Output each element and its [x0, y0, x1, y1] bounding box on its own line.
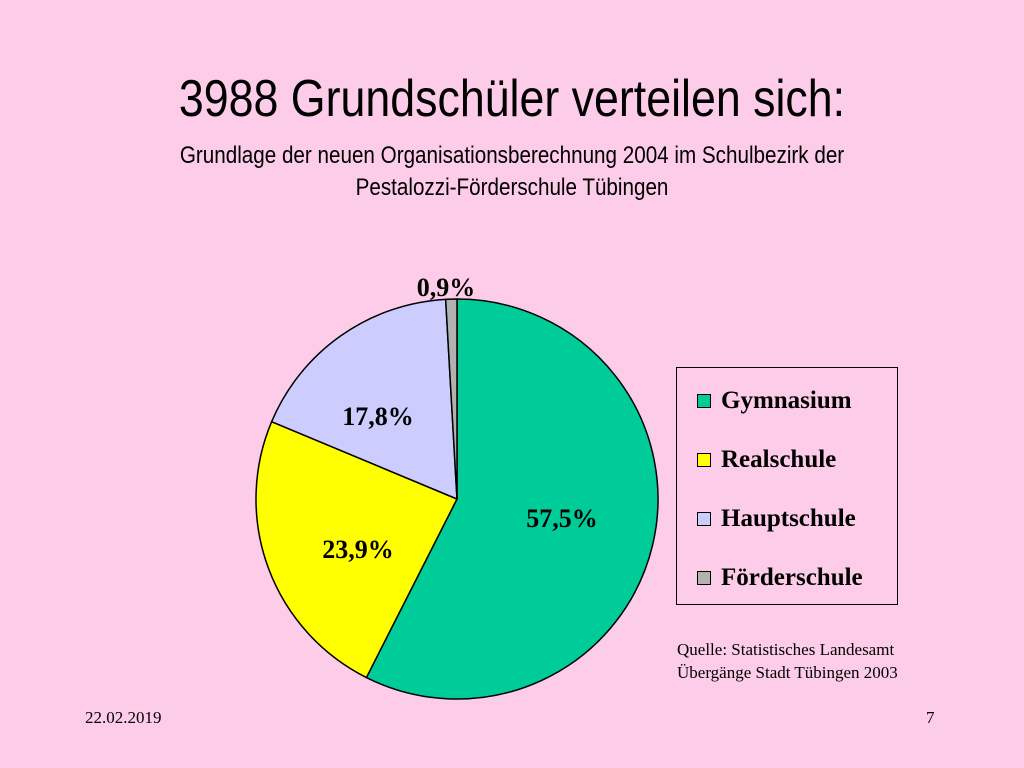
- subtitle-line-2: Pestalozzi-Förderschule Tübingen: [355, 174, 669, 201]
- slide-title: 3988 Grundschüler verteilen sich:: [178, 70, 846, 128]
- slide-subtitle: Grundlage der neuen Organisationsberechn…: [72, 140, 953, 204]
- pie-labels: 57,5% 23,9% 17,8% 0,9%: [322, 273, 598, 564]
- pie-label-foerderschule: 0,9%: [417, 273, 476, 302]
- legend-item-foerderschule: Förderschule: [697, 563, 863, 593]
- legend-item-realschule: Realschule: [697, 445, 836, 475]
- pie-slice-realschule: [255, 420, 458, 679]
- legend-item-gymnasium: Gymnasium: [697, 386, 852, 416]
- source-note: Quelle: Statistisches Landesamt Übergäng…: [677, 638, 898, 684]
- legend-label-hauptschule: Hauptschule: [721, 505, 856, 532]
- legend-label-realschule: Realschule: [721, 446, 837, 473]
- footer-page-number: 7: [926, 708, 935, 727]
- legend-swatch-realschule: [697, 453, 711, 467]
- pie-slice-gymnasium: [365, 298, 659, 700]
- legend-swatch-hauptschule: [697, 512, 711, 526]
- pie-slice-foerderschule: [444, 298, 458, 500]
- source-line-2: Übergänge Stadt Tübingen 2003: [677, 663, 898, 682]
- pie-label-realschule: 23,9%: [322, 535, 394, 564]
- legend-item-hauptschule: Hauptschule: [697, 504, 856, 534]
- pie-label-hauptschule: 17,8%: [342, 402, 414, 431]
- subtitle-line-1: Grundlage der neuen Organisationsberechn…: [179, 142, 845, 169]
- legend-swatch-gymnasium: [697, 394, 711, 408]
- legend-swatch-foerderschule: [697, 571, 711, 585]
- legend-label-gymnasium: Gymnasium: [721, 387, 852, 414]
- legend-label-foerderschule: Förderschule: [721, 564, 863, 591]
- pie-slice-hauptschule: [270, 298, 458, 500]
- chart-legend: Gymnasium Realschule Hauptschule Förders…: [676, 367, 898, 605]
- source-line-1: Quelle: Statistisches Landesamt: [677, 640, 895, 659]
- pie-slices: [255, 298, 659, 700]
- pie-label-gymnasium: 57,5%: [526, 504, 598, 533]
- footer-date: 22.02.2019: [85, 708, 162, 727]
